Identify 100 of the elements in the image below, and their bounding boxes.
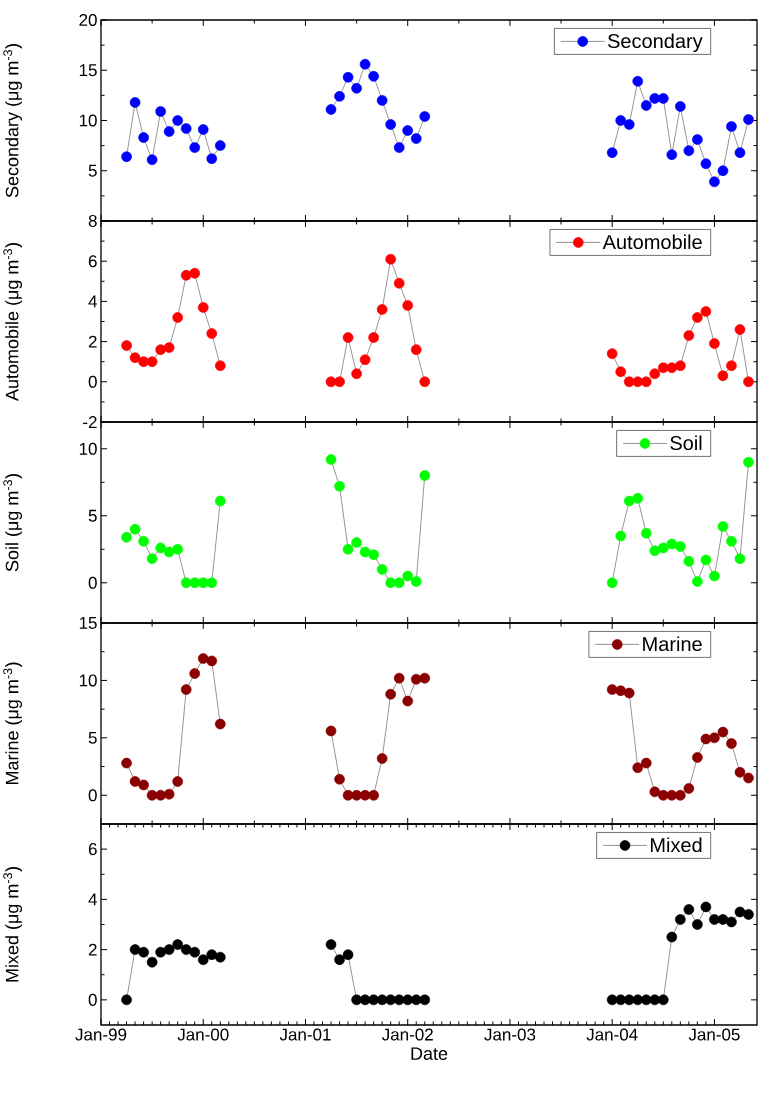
point [692, 134, 703, 145]
point [334, 773, 345, 785]
y-tick-label: 2 [88, 335, 97, 348]
point [189, 946, 201, 958]
point [189, 142, 201, 153]
point [743, 114, 754, 125]
point [334, 954, 345, 965]
point [189, 668, 201, 679]
point [734, 906, 746, 918]
point [675, 914, 686, 925]
y-axis-title: Soil (μg m$^{-3}$) [3, 474, 23, 572]
point [206, 655, 218, 667]
point [325, 104, 337, 115]
point [632, 762, 644, 774]
point [214, 140, 226, 151]
point [606, 147, 618, 158]
point [615, 530, 626, 542]
point [376, 304, 388, 315]
point [351, 368, 362, 380]
point [129, 97, 141, 108]
point [172, 312, 183, 323]
y-tick-label: 20 [79, 13, 97, 27]
point [172, 939, 183, 950]
point [640, 757, 652, 769]
point [743, 909, 754, 920]
y-tick-label: 10 [79, 674, 97, 687]
point [163, 546, 175, 558]
point [376, 753, 388, 764]
point [632, 75, 644, 87]
point [402, 695, 413, 707]
point [615, 115, 626, 126]
point [180, 944, 192, 955]
point [368, 332, 379, 343]
legend-label: Marine [643, 636, 702, 652]
y-axis-title: Secondary (μg m$^{-3}$) [3, 44, 23, 198]
point [726, 738, 737, 749]
point [657, 542, 669, 554]
point [709, 176, 720, 188]
point [368, 789, 379, 801]
point [359, 58, 371, 70]
point [410, 576, 422, 587]
point [726, 535, 737, 547]
point [385, 119, 396, 130]
point [334, 91, 345, 102]
point [368, 70, 379, 82]
legend-label: Automobile [602, 234, 702, 250]
point [155, 106, 166, 117]
point [138, 132, 149, 143]
point [623, 119, 635, 130]
y-tick-label: 0 [88, 576, 97, 589]
point [717, 521, 729, 532]
point [692, 919, 703, 930]
point [172, 543, 183, 555]
y-tick-label: 10 [79, 442, 97, 455]
point [717, 165, 729, 177]
point [657, 994, 669, 1006]
point [376, 95, 388, 106]
point [206, 153, 218, 164]
point [734, 553, 746, 564]
point [717, 370, 729, 382]
point [692, 312, 703, 323]
point [683, 330, 695, 341]
x-tick-label: Jan-05 [688, 1028, 740, 1041]
point [709, 570, 720, 582]
y-tick-label: 10 [79, 114, 97, 127]
point [419, 994, 431, 1006]
point [163, 944, 175, 955]
point [385, 253, 396, 265]
point [615, 366, 626, 378]
y-tick-label: 4 [88, 893, 97, 906]
y-tick-label: 0 [88, 789, 97, 802]
point [121, 994, 132, 1006]
point [606, 577, 618, 589]
point [734, 147, 746, 158]
y-tick-label: 6 [88, 255, 97, 268]
point [683, 556, 695, 567]
x-tick-label: Jan-02 [381, 1028, 433, 1041]
point [419, 672, 431, 684]
point [214, 495, 226, 507]
point [632, 493, 644, 504]
point [121, 531, 132, 543]
point [709, 338, 720, 349]
point [700, 901, 712, 913]
legend-label: Secondary [607, 33, 703, 53]
y-tick-label: 0 [88, 375, 97, 388]
point [675, 541, 686, 552]
point [325, 939, 337, 950]
point [351, 537, 362, 548]
point [368, 549, 379, 560]
point [121, 340, 132, 351]
point [726, 360, 737, 372]
point [197, 124, 209, 135]
point [180, 684, 192, 695]
point [359, 354, 371, 365]
y-tick-label: 15 [79, 64, 97, 77]
point [138, 535, 149, 547]
point [197, 954, 209, 965]
point [334, 481, 345, 492]
point [683, 145, 695, 156]
y-tick-label: 5 [88, 164, 97, 177]
